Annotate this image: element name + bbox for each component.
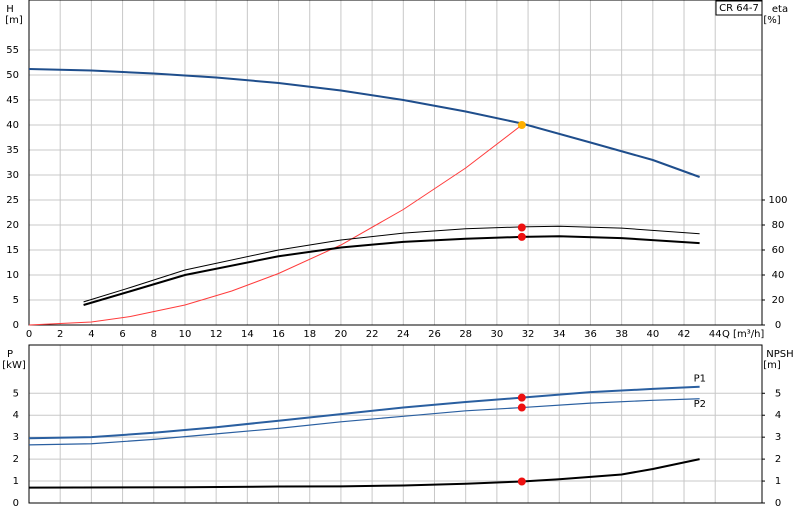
duty-point: [517, 223, 526, 232]
x-tick-label: 14: [241, 329, 254, 340]
x-tick-label: 20: [335, 329, 348, 340]
y-tick-label: 2: [13, 454, 19, 465]
x-tick-label: 2: [57, 329, 63, 340]
y-tick-label: 0: [13, 320, 19, 331]
x-tick-label: 6: [119, 329, 125, 340]
y2-tick-label: 0: [775, 320, 781, 331]
x-tick-label: 10: [179, 329, 192, 340]
y-axis-unit: [m]: [5, 15, 23, 26]
curve: [83, 235, 700, 306]
x-tick-label: 34: [553, 329, 566, 340]
y2-tick-label: 40: [772, 270, 785, 281]
y-tick-label: 50: [6, 70, 19, 81]
y-tick-label: 20: [6, 220, 19, 231]
x-tick-label: 42: [678, 329, 691, 340]
x-tick-label: 38: [615, 329, 628, 340]
duty-point: [517, 393, 526, 402]
duty-point: [517, 403, 526, 412]
duty-point: [517, 121, 526, 129]
y2-axis-label: eta: [772, 4, 788, 15]
y2-tick-label: 80: [772, 220, 785, 231]
curve: [28, 385, 700, 440]
x-tick-label: 12: [210, 329, 223, 340]
y2-tick-label: 20: [772, 295, 785, 306]
y2-tick-label: 100: [768, 195, 787, 206]
plot-frame: [28, 344, 763, 504]
curve: [28, 398, 700, 446]
curve: [28, 458, 700, 489]
y-tick-label: 25: [6, 195, 19, 206]
plot-area: [29, 0, 762, 325]
x-tick-label: 8: [151, 329, 157, 340]
x-tick-label: 4: [88, 329, 94, 340]
y-axis-label: P: [7, 349, 13, 360]
x-tick-label: 0: [26, 329, 32, 340]
y-tick-label: 15: [6, 245, 19, 256]
y2-axis-unit: [%]: [763, 15, 780, 26]
y-tick-label: 5: [13, 388, 19, 399]
y-tick-label: 35: [6, 145, 19, 156]
x-tick-label: 28: [459, 329, 472, 340]
curve-label: P2: [694, 399, 706, 410]
y-axis-unit: [kW]: [2, 360, 26, 371]
x-tick-label: 24: [397, 329, 410, 340]
x-tick-label: 16: [272, 329, 285, 340]
y-tick-label: 5: [13, 295, 19, 306]
y-tick-label: 1: [13, 476, 19, 487]
y-tick-label: 55: [6, 45, 19, 56]
y-axis-label: H: [6, 4, 14, 15]
y-tick-label: 40: [6, 120, 19, 131]
x-axis-label: Q [m³/h]: [722, 329, 764, 340]
y2-tick-label: 1: [775, 476, 781, 487]
x-tick-label: 40: [646, 329, 659, 340]
curve: [28, 68, 700, 178]
y2-tick-label: 2: [775, 454, 781, 465]
x-tick-label: 18: [303, 329, 316, 340]
y2-axis-unit: [m]: [763, 360, 781, 371]
y2-tick-label: 0: [775, 498, 781, 509]
curve-label: P1: [694, 374, 706, 385]
plot-frame: [28, 0, 763, 326]
y-tick-label: 10: [6, 270, 19, 281]
y-tick-label: 30: [6, 170, 19, 181]
x-tick-label: 36: [584, 329, 597, 340]
y-tick-label: 45: [6, 95, 19, 106]
plot-area: [29, 345, 762, 503]
y2-tick-label: 4: [775, 410, 781, 421]
x-tick-label: 26: [428, 329, 441, 340]
y2-axis-label: NPSH: [766, 349, 793, 360]
chart-label: CR 64-7: [719, 3, 759, 14]
curve: [83, 225, 700, 303]
y-tick-label: 0: [13, 498, 19, 509]
x-tick-label: 44: [709, 329, 722, 340]
y-tick-label: 3: [13, 432, 19, 443]
duty-point: [517, 477, 526, 486]
x-tick-label: 32: [522, 329, 535, 340]
y-tick-label: 4: [13, 410, 19, 421]
y2-tick-label: 5: [775, 388, 781, 399]
duty-point: [517, 232, 526, 241]
x-tick-label: 22: [366, 329, 379, 340]
x-tick-label: 30: [491, 329, 504, 340]
label-box: [715, 0, 763, 16]
y2-tick-label: 60: [772, 245, 785, 256]
curve: [28, 124, 523, 326]
y2-tick-label: 3: [775, 432, 781, 443]
